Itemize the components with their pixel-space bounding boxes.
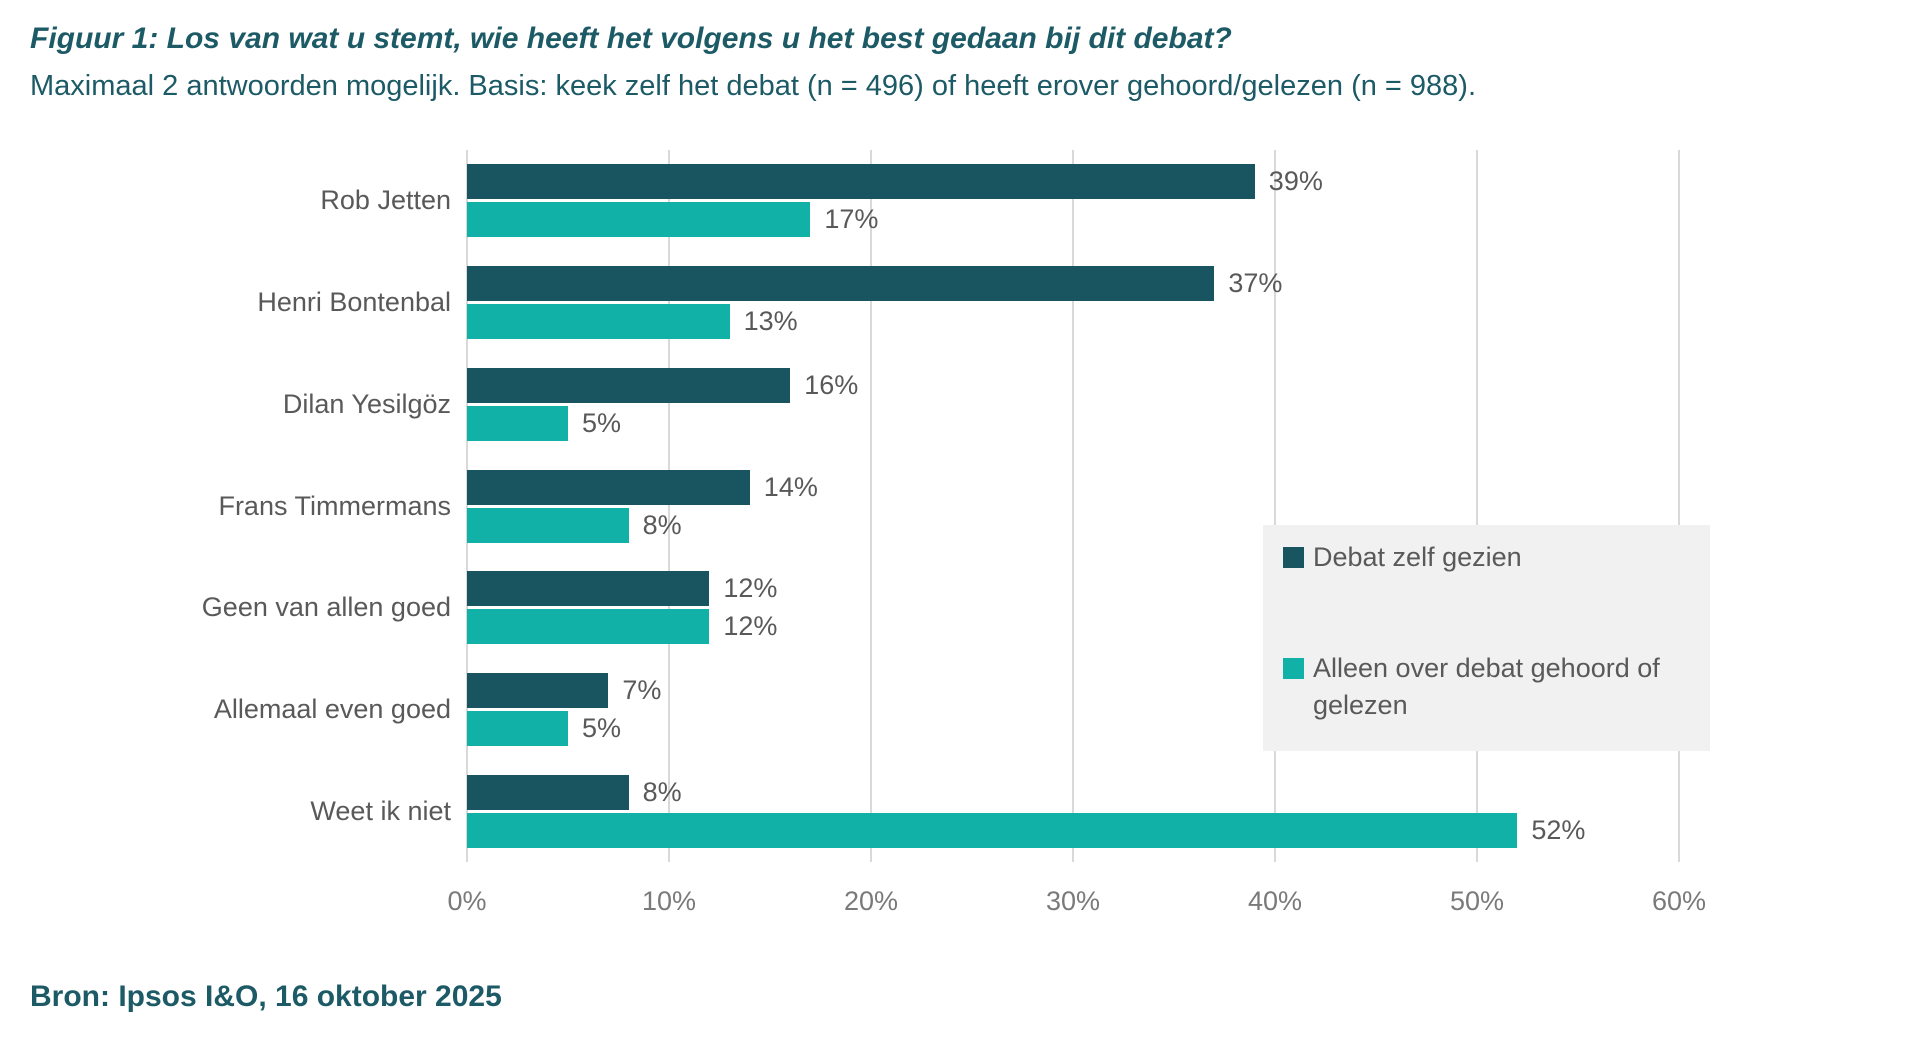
gridline-40 [1274, 150, 1276, 862]
legend-label-debat-zelf-gezien: Debat zelf gezien [1313, 542, 1522, 572]
category-label-allemaal-even-goed: Allemaal even goed [213, 693, 451, 724]
bar-value-label: 12% [723, 611, 778, 642]
x-tick-20: 20% [843, 886, 899, 916]
bar-alleen-over-debat-gehoord-of-gelezen [467, 304, 730, 340]
chart-row-rob-jetten: Rob Jetten 39% 17% [0, 150, 1679, 252]
legend-item-alleen-over-debat-gehoord-of-gelezen: Alleen over debat gehoord of gelezen [1283, 650, 1690, 724]
category-label-dilan-yesilg-z: Dilan Yesilgöz [282, 388, 451, 419]
source-text: Bron: Ipsos I&O, 16 oktober 2025 [30, 980, 502, 1013]
bar-value-label: 14% [763, 471, 818, 502]
bar-group-rob-jetten: 39% 17% [467, 164, 1679, 238]
legend-swatch-icon [1283, 658, 1304, 679]
bar-line-alleen-over-debat-gehoord-of-gelezen: 13% [467, 304, 1679, 340]
bar-debat-zelf-gezien [467, 367, 791, 403]
gridlines [466, 150, 1680, 862]
bar-value-label: 8% [642, 776, 682, 807]
category-label-rob-jetten: Rob Jetten [320, 185, 451, 216]
gridline-0 [466, 150, 468, 862]
category-label-frans-timmermans: Frans Timmermans [218, 490, 451, 521]
gridline-20 [870, 150, 872, 862]
bar-value-label: 52% [1531, 814, 1586, 845]
gridline-60 [1678, 150, 1680, 862]
bar-line-debat-zelf-gezien: 14% [467, 469, 1679, 505]
bar-alleen-over-debat-gehoord-of-gelezen [467, 202, 811, 238]
bar-value-label: 13% [743, 306, 798, 337]
bar-debat-zelf-gezien [467, 164, 1255, 200]
x-axis: 0% 10% 20% 30% 40% 50% 60% [447, 886, 1706, 926]
bar-debat-zelf-gezien [467, 672, 609, 708]
category-label-henri-bontenbal: Henri Bontenbal [257, 287, 451, 318]
bar-alleen-over-debat-gehoord-of-gelezen [467, 609, 710, 645]
bar-group-geen-van-allen-goed: 12% 12% [467, 571, 1679, 645]
bar-line-alleen-over-debat-gehoord-of-gelezen: 8% [467, 507, 1679, 543]
legend-item-debat-zelf-gezien: Debat zelf gezien [1283, 539, 1690, 576]
bar-alleen-over-debat-gehoord-of-gelezen [467, 405, 568, 441]
bar-debat-zelf-gezien [467, 774, 629, 810]
chart-row-frans-timmermans: Frans Timmermans 14% 8% [0, 455, 1679, 557]
bar-value-label: 5% [582, 712, 622, 743]
chart-row-geen-van-allen-goed: Geen van allen goed 12% 12% [0, 557, 1679, 659]
bar-value-label: 12% [723, 573, 778, 604]
chart-rows: Rob Jetten 39% 17% Henri Bontenbal 37% 13% Dil… [0, 150, 1679, 862]
chart-title: Figuur 1: Los van wat u stemt, wie heeft… [30, 22, 1232, 55]
bar-group-dilan-yesilg-z: 16% 5% [467, 367, 1679, 441]
bar-line-debat-zelf-gezien: 16% [467, 367, 1679, 403]
bar-line-alleen-over-debat-gehoord-of-gelezen: 5% [467, 710, 1679, 746]
bar-value-label: 7% [622, 674, 662, 705]
bar-debat-zelf-gezien [467, 469, 750, 505]
bar-value-label: 5% [582, 407, 622, 438]
bar-line-alleen-over-debat-gehoord-of-gelezen: 52% [467, 812, 1679, 848]
bar-line-debat-zelf-gezien: 7% [467, 672, 1679, 708]
chart-subtitle: Maximaal 2 antwoorden mogelijk. Basis: k… [30, 70, 1477, 102]
bar-alleen-over-debat-gehoord-of-gelezen [467, 507, 629, 543]
bar-value-label: 37% [1228, 268, 1283, 299]
legend-swatch-icon [1283, 547, 1304, 568]
category-label-weet-ik-niet: Weet ik niet [310, 795, 451, 826]
bar-group-henri-bontenbal: 37% 13% [467, 266, 1679, 340]
legend: Debat zelf gezien Alleen over debat gehoo… [1263, 525, 1710, 751]
bar-group-frans-timmermans: 14% 8% [467, 469, 1679, 543]
chart-row-dilan-yesilg-z: Dilan Yesilgöz 16% 5% [0, 353, 1679, 455]
chart-row-allemaal-even-goed: Allemaal even goed 7% 5% [0, 659, 1679, 761]
bar-value-label: 8% [642, 509, 682, 540]
bar-line-alleen-over-debat-gehoord-of-gelezen: 5% [467, 405, 1679, 441]
bar-line-debat-zelf-gezien: 8% [467, 774, 1679, 810]
x-tick-60: 60% [1651, 886, 1707, 916]
bar-group-weet-ik-niet: 8% 52% [467, 774, 1679, 848]
bar-alleen-over-debat-gehoord-of-gelezen [467, 710, 568, 746]
bar-line-alleen-over-debat-gehoord-of-gelezen: 12% [467, 609, 1679, 645]
bar-debat-zelf-gezien [467, 266, 1215, 302]
x-tick-10: 10% [641, 886, 697, 916]
gridline-30 [1072, 150, 1074, 862]
bar-group-allemaal-even-goed: 7% 5% [467, 672, 1679, 746]
gridline-10 [668, 150, 670, 862]
bar-debat-zelf-gezien [467, 571, 710, 607]
x-tick-40: 40% [1247, 886, 1303, 916]
bar-line-alleen-over-debat-gehoord-of-gelezen: 17% [467, 202, 1679, 238]
bar-line-debat-zelf-gezien: 37% [467, 266, 1679, 302]
bar-alleen-over-debat-gehoord-of-gelezen [467, 812, 1518, 848]
x-tick-30: 30% [1045, 886, 1101, 916]
gridline-50 [1476, 150, 1478, 862]
bar-line-debat-zelf-gezien: 12% [467, 571, 1679, 607]
chart-row-weet-ik-niet: Weet ik niet 8% 52% [0, 760, 1679, 862]
chart-row-henri-bontenbal: Henri Bontenbal 37% 13% [0, 252, 1679, 354]
category-label-geen-van-allen-goed: Geen van allen goed [201, 592, 451, 623]
bar-value-label: 17% [824, 204, 879, 235]
bar-line-debat-zelf-gezien: 39% [467, 164, 1679, 200]
bar-value-label: 16% [804, 369, 859, 400]
legend-label-alleen-over-debat-gehoord-of-gelezen: Alleen over debat gehoord of gelezen [1313, 653, 1660, 720]
x-tick-50: 50% [1449, 886, 1505, 916]
x-tick-0: 0% [447, 886, 487, 916]
bar-value-label: 39% [1268, 166, 1323, 197]
